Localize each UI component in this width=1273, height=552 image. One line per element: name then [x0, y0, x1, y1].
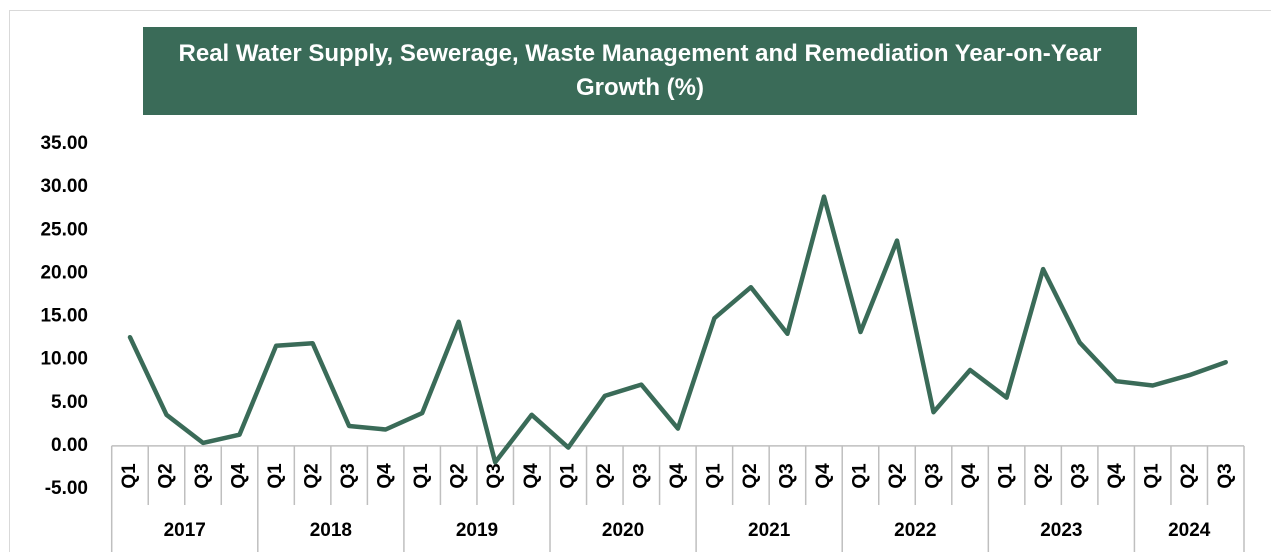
x-tick-label: Q1: [557, 463, 578, 489]
group-label: 2022: [894, 520, 936, 541]
x-tick-label: Q1: [411, 463, 432, 489]
y-tick-label: 35.00: [40, 133, 88, 154]
x-tick-label: Q4: [813, 463, 834, 489]
x-tick-label: Q4: [521, 463, 542, 489]
x-tick-label: Q4: [1105, 463, 1126, 489]
x-tick-label: Q4: [667, 463, 688, 489]
y-tick-label: 10.00: [40, 349, 88, 370]
y-tick-label: 15.00: [40, 306, 88, 327]
x-tick-label: Q3: [1215, 463, 1236, 488]
x-tick-label: Q4: [959, 463, 980, 489]
x-tick-label: Q1: [703, 463, 724, 489]
group-label: 2017: [164, 520, 206, 541]
x-tick-label: Q2: [740, 463, 761, 488]
x-tick-label: Q2: [448, 463, 469, 488]
y-tick-label: 0.00: [51, 435, 88, 456]
x-tick-label: Q3: [776, 463, 797, 488]
y-tick-label: 5.00: [51, 392, 88, 413]
x-tick-label: Q2: [886, 463, 907, 488]
x-tick-label: Q4: [229, 463, 250, 489]
x-tick-label: Q3: [484, 463, 505, 488]
y-tick-label: -5.00: [45, 478, 88, 499]
x-tick-label: Q1: [849, 463, 870, 489]
group-label: 2019: [456, 520, 498, 541]
y-tick-label: 25.00: [40, 219, 88, 240]
x-tick-label: Q3: [923, 463, 944, 488]
group-label: 2024: [1168, 520, 1211, 541]
x-tick-label: Q3: [1069, 463, 1090, 488]
x-tick-label: Q2: [1032, 463, 1053, 488]
x-tick-label: Q3: [630, 463, 651, 488]
x-tick-label: Q4: [375, 463, 396, 489]
group-label: 2021: [748, 520, 791, 541]
x-tick-label: Q1: [265, 463, 286, 489]
y-tick-label: 30.00: [40, 176, 88, 197]
x-tick-label: Q1: [1142, 463, 1163, 489]
x-tick-label: Q3: [338, 463, 359, 488]
x-tick-label: Q2: [156, 463, 177, 488]
chart-frame: [9, 10, 1271, 552]
x-tick-label: Q2: [1178, 463, 1199, 488]
x-tick-label: Q2: [302, 463, 323, 488]
group-label: 2018: [310, 520, 352, 541]
x-tick-label: Q1: [996, 463, 1017, 489]
data-line: [127, 194, 1228, 465]
group-label: 2020: [602, 520, 644, 541]
x-tick-label: Q3: [192, 463, 213, 488]
x-tick-label: Q2: [594, 463, 615, 488]
x-tick-label: Q1: [119, 463, 140, 489]
chart-title: Real Water Supply, Sewerage, Waste Manag…: [143, 27, 1137, 115]
group-label: 2023: [1040, 520, 1082, 541]
y-tick-label: 20.00: [40, 262, 88, 283]
